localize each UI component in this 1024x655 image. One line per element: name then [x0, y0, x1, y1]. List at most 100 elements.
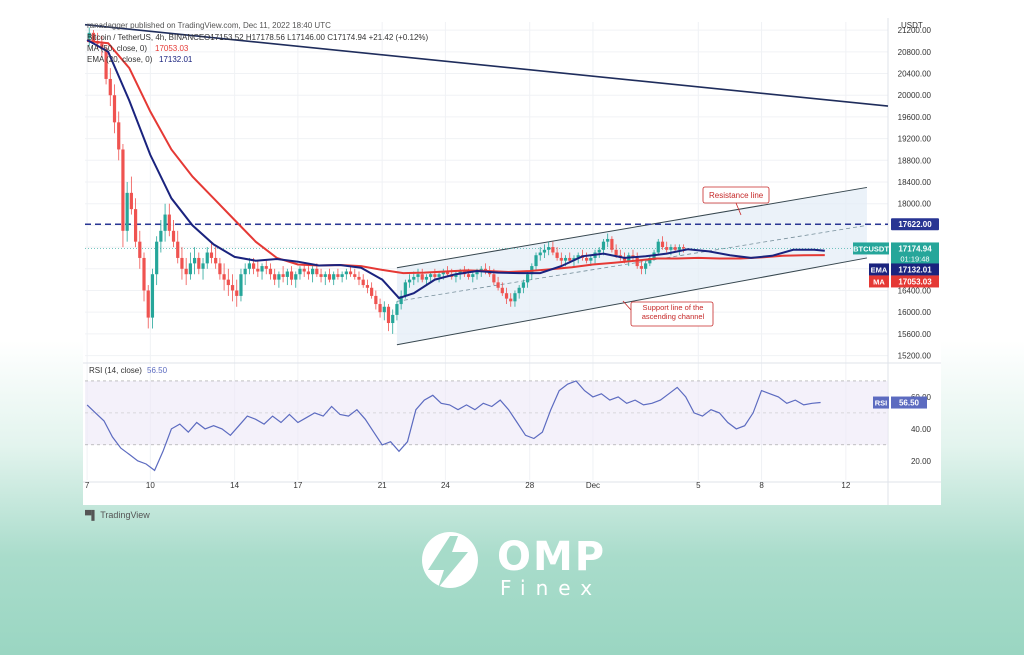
candle-body — [517, 287, 521, 294]
candle-body — [336, 274, 340, 277]
ema-legend-value: 17132.01 — [159, 55, 193, 64]
x-tick-label: 17 — [293, 481, 302, 490]
candle-body — [509, 298, 513, 302]
ema-name-text: EMA — [871, 265, 888, 274]
candle-body — [648, 257, 652, 264]
y-tick-label: 15200.00 — [898, 352, 932, 361]
y-tick-label: 19600.00 — [898, 113, 932, 122]
indicator-lines — [86, 39, 825, 300]
y-tick-label: 16400.00 — [898, 286, 932, 295]
x-tick-label: 21 — [378, 481, 387, 490]
candle-body — [454, 274, 458, 277]
candle-body — [117, 122, 121, 150]
candle-body — [100, 43, 104, 50]
candle-body — [209, 252, 214, 258]
candle-body — [239, 274, 243, 296]
x-tick-label: 14 — [230, 481, 239, 490]
channel-midline — [396, 225, 867, 302]
ema-value-tag — [891, 263, 939, 276]
ema-legend-label: EMA (20, close, 0) — [87, 55, 153, 64]
candle-body — [475, 271, 479, 275]
candle-body — [104, 49, 108, 79]
x-tick-label: 24 — [441, 481, 450, 490]
x-tick-label: 8 — [759, 481, 764, 490]
ema-line — [86, 39, 825, 300]
candle-body — [138, 241, 142, 258]
candle-body — [395, 304, 399, 315]
channel-fill — [396, 187, 867, 345]
resistance-label: Resistance line — [709, 191, 764, 200]
x-tick-label: 5 — [696, 481, 701, 490]
ema-name-tag — [869, 263, 889, 276]
y-tick-label: 16000.00 — [898, 308, 932, 317]
candle-body — [205, 252, 209, 264]
support-label: Support line of the ascending channel — [641, 303, 705, 321]
candle-body — [192, 257, 197, 264]
rsi-value-tag — [891, 396, 927, 409]
candle-body — [353, 274, 357, 277]
candle-body — [112, 95, 117, 123]
price-chart[interactable]: 60.0040.0020.0021200.0020800.0020400.002… — [83, 18, 941, 505]
candle-body — [585, 257, 589, 261]
candle-body — [361, 279, 365, 286]
ascending-channel — [84, 23, 889, 346]
candle-body — [547, 247, 551, 250]
rsi-legend-value: 56.50 — [147, 366, 168, 375]
candle-body — [521, 282, 525, 288]
candle-body — [500, 287, 504, 294]
candle-body — [665, 247, 669, 250]
candle-body — [327, 274, 332, 280]
candle-body — [264, 266, 268, 269]
candle-body — [171, 230, 176, 242]
candle-body — [323, 274, 327, 277]
rsi-name-tag — [873, 396, 889, 409]
candle-body — [302, 268, 306, 272]
candle-body — [576, 255, 580, 258]
y-tick-label: 18000.00 — [898, 200, 932, 209]
candle-body — [315, 268, 319, 275]
candle-body — [121, 149, 125, 231]
support-line — [396, 257, 868, 346]
candle-body — [673, 247, 677, 250]
rsi-tick-label: 20.00 — [911, 457, 932, 466]
candle-body — [370, 287, 374, 296]
candle-body — [365, 285, 370, 288]
candle-body — [133, 209, 138, 242]
candle-body — [504, 293, 509, 299]
candle-body — [429, 274, 433, 277]
ema-value-text: 17132.01 — [898, 265, 932, 274]
btc-price-tag — [891, 242, 939, 265]
candle-body — [606, 238, 610, 242]
candle-body — [218, 263, 222, 275]
candle-body — [235, 290, 239, 296]
candle-body — [201, 263, 205, 269]
x-tick-label: 7 — [85, 481, 90, 490]
candle-body — [496, 282, 500, 288]
candle-body — [391, 314, 395, 324]
candle-body — [644, 263, 648, 269]
candle-body — [332, 274, 336, 280]
resistance-line — [396, 186, 868, 269]
ma-line — [86, 40, 825, 275]
candle-body — [243, 268, 247, 275]
candle-body — [563, 257, 568, 261]
rsi-name-text: RSI — [875, 399, 888, 408]
ma-value-text: 17053.03 — [898, 277, 932, 286]
candle-body — [614, 249, 618, 256]
candle-body — [445, 271, 450, 275]
rsi-line — [86, 380, 821, 472]
y-tick-label: 19200.00 — [898, 135, 932, 144]
candle-body — [281, 274, 285, 277]
level-tag — [891, 218, 939, 231]
omp-logo-icon — [422, 532, 478, 588]
candle-body — [538, 252, 542, 256]
y-tick-label: 21200.00 — [898, 26, 932, 35]
candle-body — [386, 306, 391, 324]
btc-name-text: BTCUSDT — [853, 244, 889, 253]
candle-body — [150, 274, 155, 318]
candle-body — [681, 247, 686, 249]
candle-body — [344, 271, 348, 275]
candle-body — [466, 274, 471, 277]
x-tick-label: 28 — [525, 481, 534, 490]
